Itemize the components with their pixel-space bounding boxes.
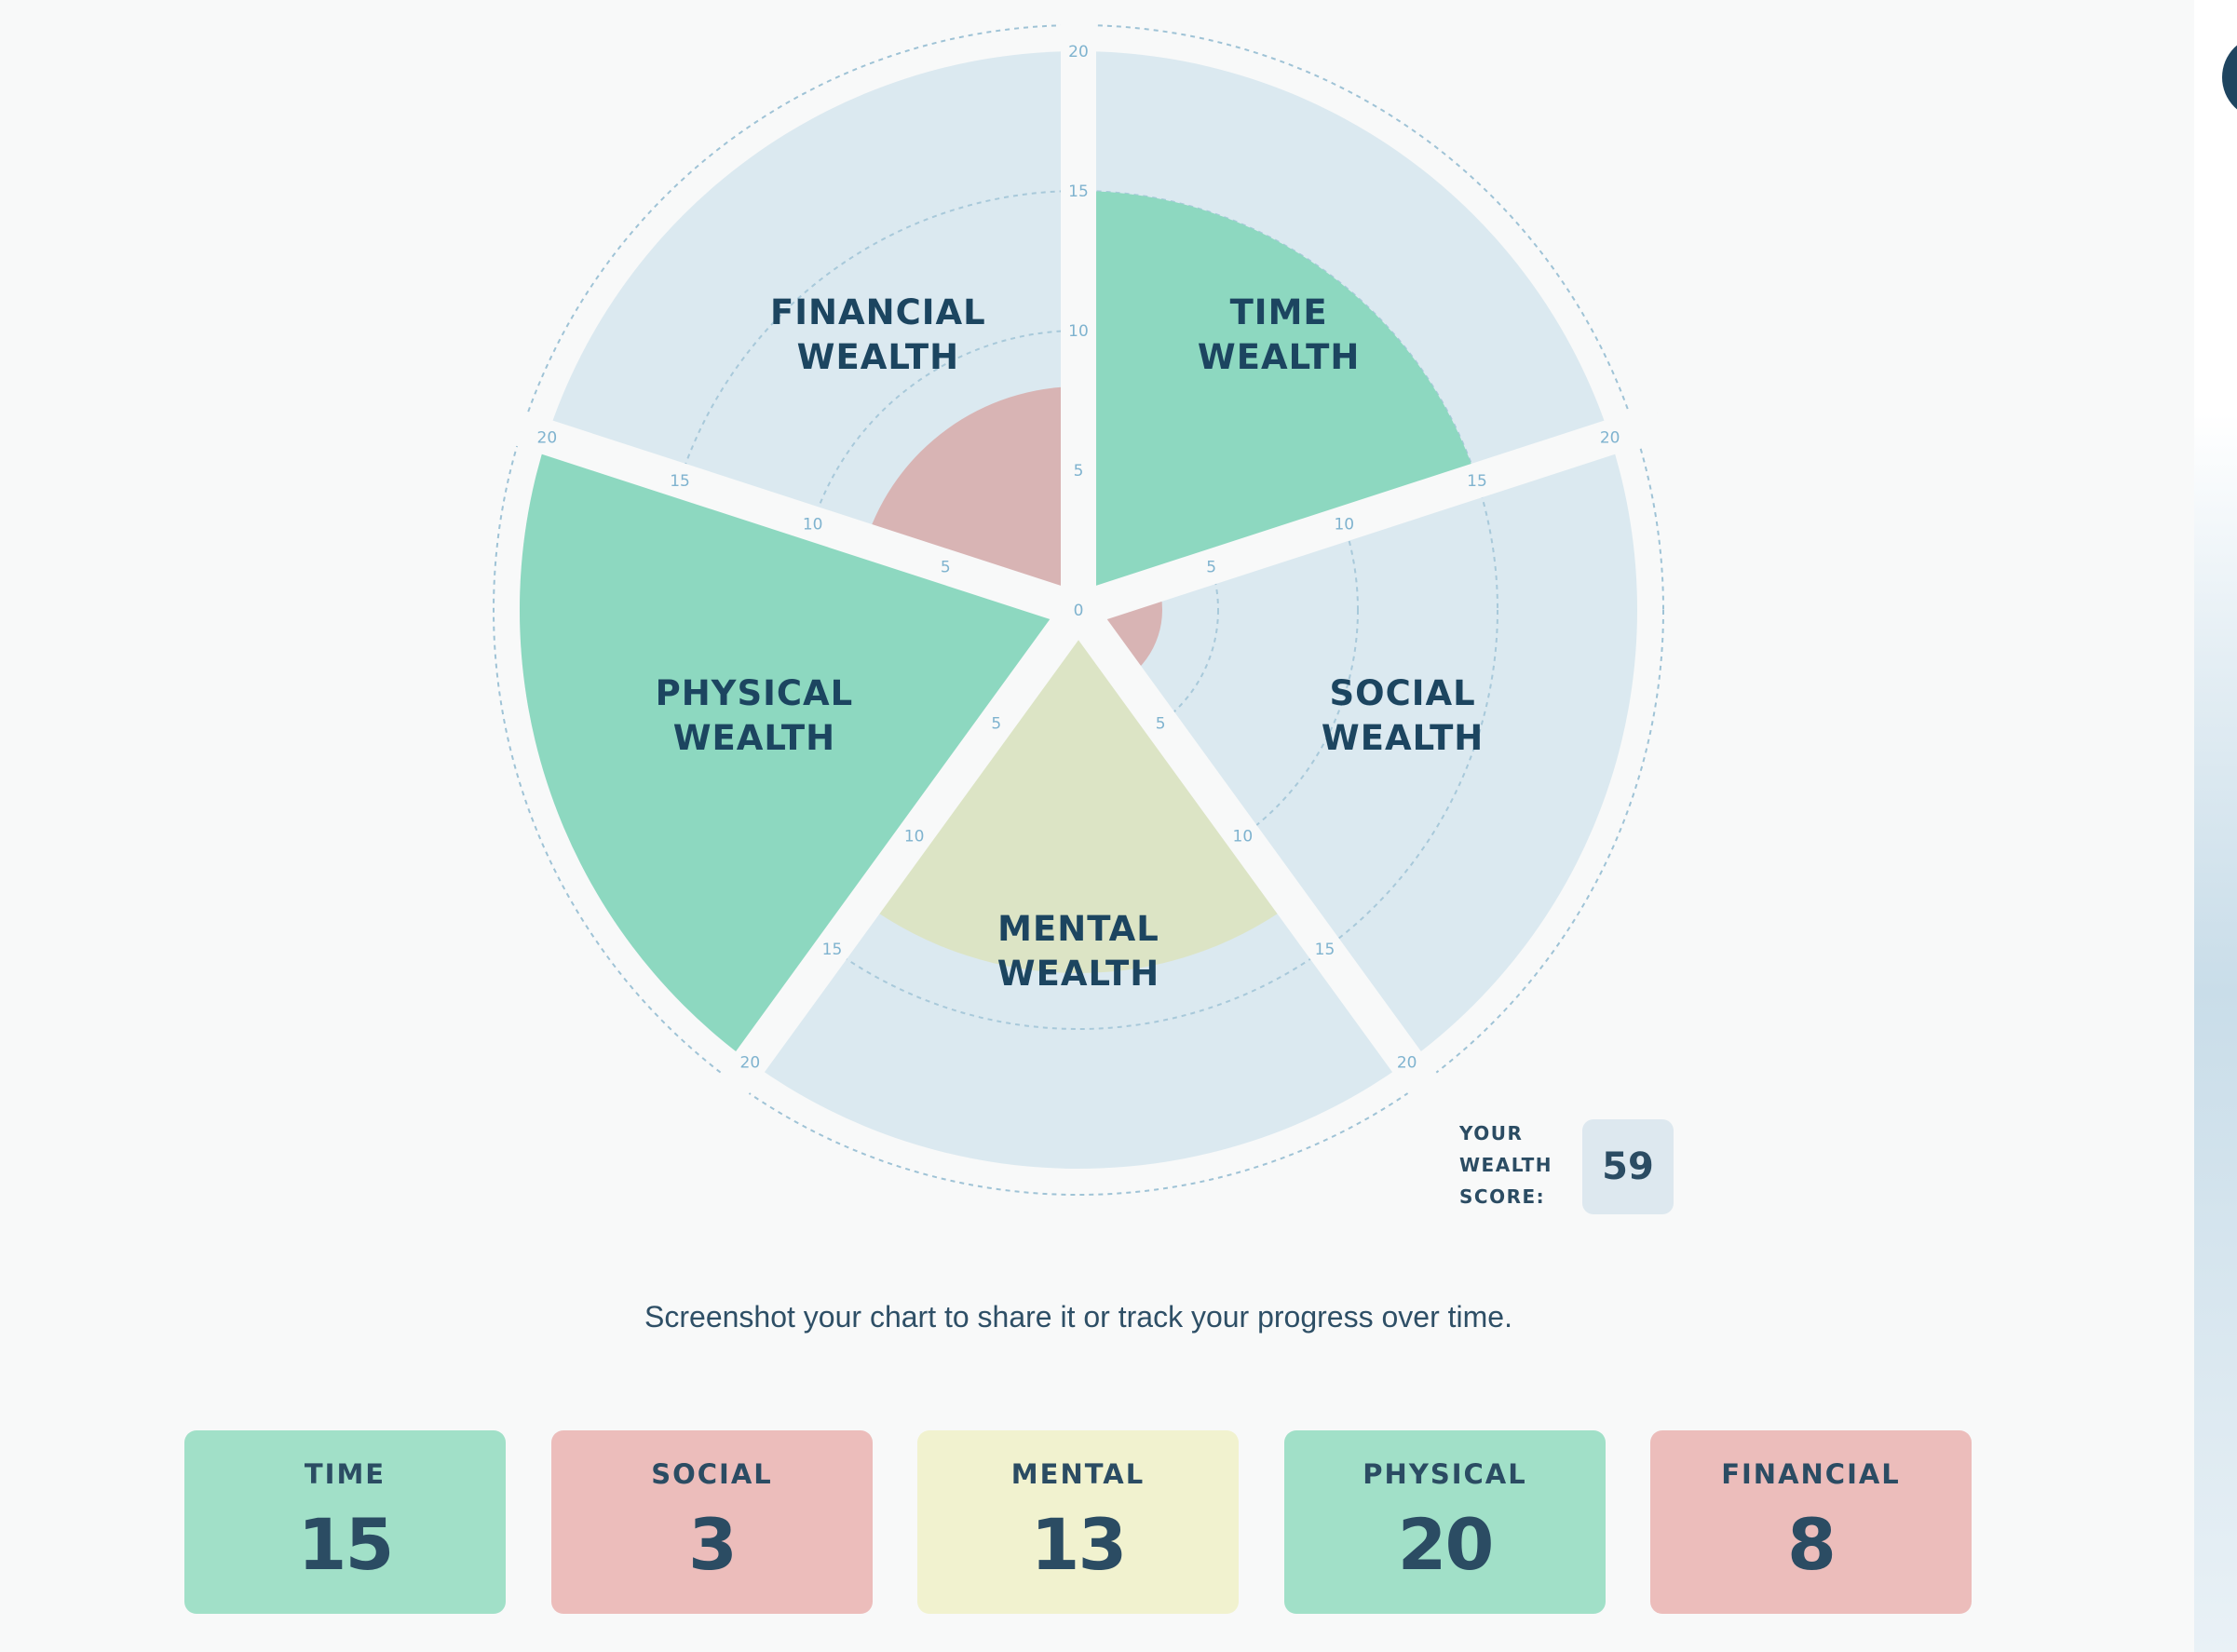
segment-separator bbox=[1061, 592, 1447, 1110]
segment-label: WEALTH bbox=[997, 954, 1159, 994]
tick-label: 5 bbox=[1074, 462, 1084, 481]
segment-labels: TIME WEALTH SOCIAL WEALTH MENTAL WEALTH PHYSIC… bbox=[656, 292, 1484, 994]
card-value: 13 bbox=[1030, 1503, 1128, 1586]
tick-label: 20 bbox=[1600, 429, 1620, 448]
segment-separator bbox=[494, 408, 1096, 628]
tick-label: 15 bbox=[670, 472, 690, 491]
card-label: MENTAL bbox=[1010, 1458, 1146, 1490]
segment-label: FINANCIAL bbox=[770, 292, 986, 332]
wealth-polar-chart: 5 10 15 20 5 10 15 20 5 10 15 20 5 10 15 20 5 10 15 20 0 TIM… bbox=[493, 0, 1664, 1196]
tick-label: 10 bbox=[803, 515, 823, 534]
card-value: 8 bbox=[1787, 1503, 1837, 1586]
side-panel-edge bbox=[2194, 0, 2237, 1652]
segment-label: SOCIAL bbox=[1329, 673, 1475, 713]
segment-value-wedge bbox=[520, 437, 1078, 1063]
score-label-line: YOUR bbox=[1459, 1122, 1524, 1144]
tick-label: 20 bbox=[537, 429, 558, 448]
tick-label: 5 bbox=[1206, 559, 1216, 577]
score-label-line: SCORE: bbox=[1459, 1185, 1546, 1208]
segment-separators bbox=[494, 0, 1663, 1110]
tick-label: 0 bbox=[1074, 602, 1084, 620]
tick-label: 10 bbox=[1068, 322, 1089, 341]
segment-background bbox=[1078, 437, 1637, 1063]
tick-label: 20 bbox=[1397, 1053, 1417, 1072]
segment-separator bbox=[1061, 408, 1663, 628]
card-value: 3 bbox=[688, 1503, 738, 1586]
score-label-line: WEALTH bbox=[1459, 1154, 1553, 1176]
segment-label: WEALTH bbox=[797, 337, 959, 377]
card-time: TIME 15 bbox=[184, 1430, 506, 1614]
segment-separator bbox=[710, 592, 1096, 1110]
tick-label: 10 bbox=[1233, 828, 1254, 846]
tick-label: 10 bbox=[904, 828, 925, 846]
card-value: 15 bbox=[297, 1503, 395, 1586]
segment-label: TIME bbox=[1230, 292, 1328, 332]
segment-value-wedge bbox=[864, 610, 1293, 973]
segment-label: MENTAL bbox=[997, 909, 1159, 949]
segment-label: PHYSICAL bbox=[656, 673, 854, 713]
card-label: SOCIAL bbox=[651, 1458, 773, 1490]
tick-label: 10 bbox=[1334, 515, 1354, 534]
card-physical: PHYSICAL 20 bbox=[1284, 1430, 1606, 1614]
card-financial: FINANCIAL 8 bbox=[1650, 1430, 1972, 1614]
tick-labels: 5 10 15 20 5 10 15 20 5 10 15 20 5 10 15 20 5 10 15 20 0 bbox=[537, 43, 1620, 1072]
tick-label: 15 bbox=[1467, 472, 1487, 491]
card-social: SOCIAL 3 bbox=[551, 1430, 873, 1614]
wealth-score-label: YOUR WEALTH SCORE: bbox=[1459, 1117, 1562, 1212]
tick-label: 5 bbox=[1156, 714, 1166, 733]
tick-label: 5 bbox=[991, 714, 1001, 733]
tick-label: 20 bbox=[1068, 43, 1089, 61]
card-value: 20 bbox=[1397, 1503, 1495, 1586]
wealth-score-value: 59 bbox=[1582, 1119, 1674, 1214]
tick-label: 15 bbox=[822, 941, 843, 959]
card-label: FINANCIAL bbox=[1721, 1458, 1901, 1490]
card-label: TIME bbox=[304, 1458, 386, 1490]
segment-label: WEALTH bbox=[673, 718, 835, 758]
outer-ring bbox=[493, 24, 1664, 1196]
tick-label: 15 bbox=[1068, 183, 1089, 201]
segment-label: WEALTH bbox=[1322, 718, 1484, 758]
tick-label: 5 bbox=[941, 559, 951, 577]
card-mental: MENTAL 13 bbox=[917, 1430, 1239, 1614]
tick-label: 15 bbox=[1315, 941, 1335, 959]
segment-label: WEALTH bbox=[1198, 337, 1360, 377]
tick-label: 20 bbox=[740, 1053, 761, 1072]
share-instructions: Screenshot your chart to share it or tra… bbox=[644, 1300, 1512, 1334]
card-label: PHYSICAL bbox=[1363, 1458, 1527, 1490]
